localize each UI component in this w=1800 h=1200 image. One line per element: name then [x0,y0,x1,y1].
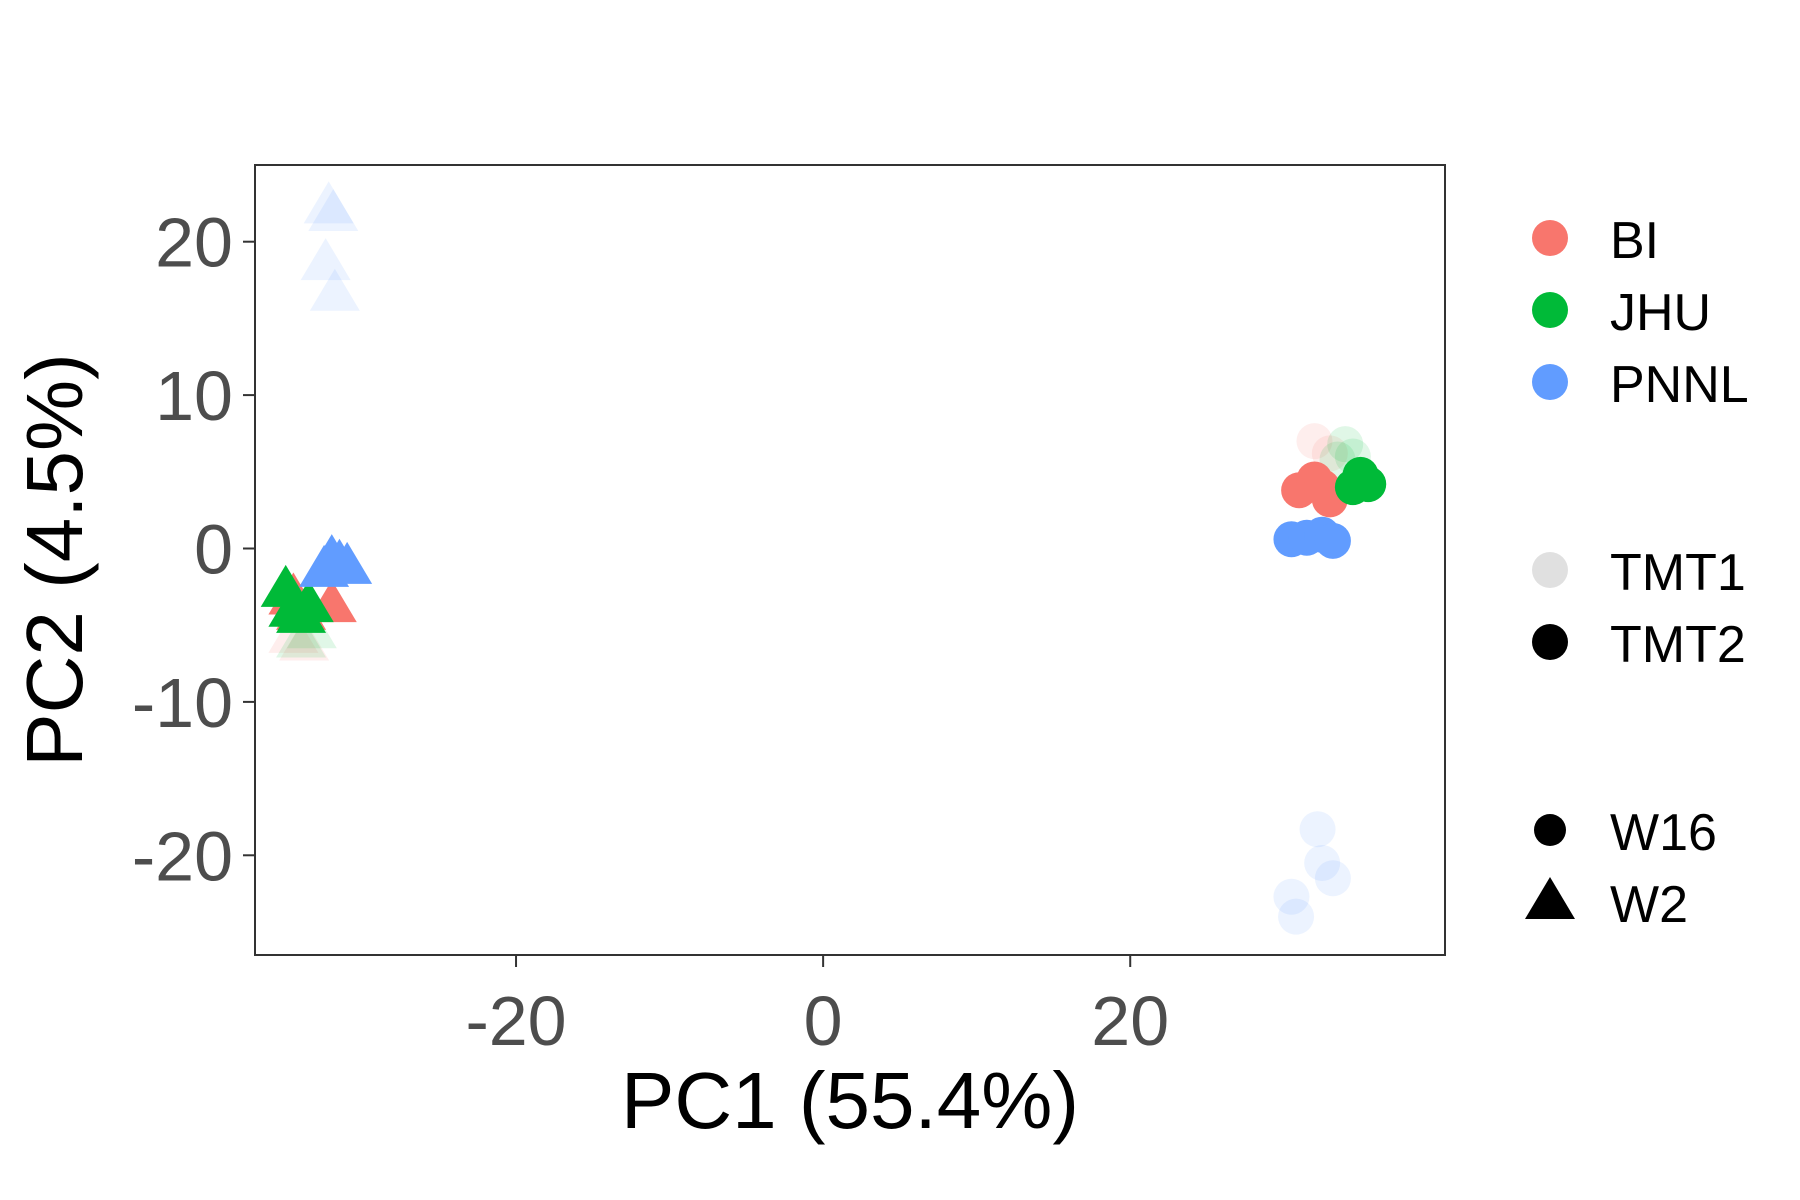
point-pnnl-tmt1-w16 [1304,844,1341,881]
point-jhu-tmt1-w2 [276,615,327,658]
point-jhu-tmt2-w16 [1334,469,1371,506]
legend-key-pnnl [1532,364,1568,400]
x-tick-label: 0 [804,982,843,1060]
y-tick-label: -10 [132,664,233,742]
point-jhu-tmt2-w2 [283,580,334,623]
point-bi-tmt1-w2 [279,618,330,661]
legend-week: W16 W2 [1525,804,1717,934]
point-pnnl-tmt2-w16 [1314,522,1351,559]
panel-border [254,164,1446,956]
point-pnnl-tmt1-w16 [1278,898,1315,935]
legend-batch: TMT1 TMT2 [1532,544,1746,674]
data-points [260,181,1387,935]
legend-key-bi [1532,220,1568,256]
legend-label-w16: W16 [1610,804,1717,862]
point-bi-tmt1-w16 [1311,435,1348,472]
legend-site: BI JHU PNNL [1532,212,1749,414]
legend-key-jhu [1532,292,1568,328]
x-tick-label: 20 [1091,982,1169,1060]
y-tick-label: 20 [155,204,233,282]
point-pnnl-tmt1-w2 [303,181,354,224]
point-jhu-tmt1-w16 [1327,426,1364,463]
point-pnnl-tmt1-w16 [1273,878,1310,915]
legend-key-tmt1 [1532,552,1568,588]
x-tick-label: -20 [465,982,566,1060]
point-pnnl-tmt1-w16 [1299,811,1336,848]
point-pnnl-tmt1-w2 [309,268,360,311]
legend-label-jhu: JHU [1610,284,1711,342]
point-pnnl-tmt1-w16 [1314,860,1351,897]
y-tick-label: -20 [132,817,233,895]
y-axis-title: PC2 (4.5%) [10,353,99,766]
legend-label-tmt1: TMT1 [1610,544,1746,602]
legend-label-pnnl: PNNL [1610,356,1749,414]
y-tick-label: 10 [155,357,233,435]
legend-key-w16 [1534,814,1566,846]
legend-key-tmt2 [1532,624,1568,660]
point-bi-tmt2-w16 [1304,469,1341,506]
x-axis-title: PC1 (55.4%) [621,1056,1079,1145]
y-tick-label: 0 [194,510,233,588]
axis-ticks: -20 0 20 -20 -10 0 10 20 [132,204,1169,1060]
legend-label-tmt2: TMT2 [1610,616,1746,674]
point-bi-tmt1-w16 [1296,423,1333,460]
legend-key-w2 [1525,877,1575,919]
point-pnnl-tmt1-w2 [300,238,351,281]
point-pnnl-tmt1-w2 [308,189,359,232]
point-pnnl-tmt2-w2 [322,541,373,584]
legend: BI JHU PNNL TMT1 TMT2 W16 W2 [1525,212,1749,934]
legend-label-w2: W2 [1610,876,1688,934]
legend-label-bi: BI [1610,212,1659,270]
